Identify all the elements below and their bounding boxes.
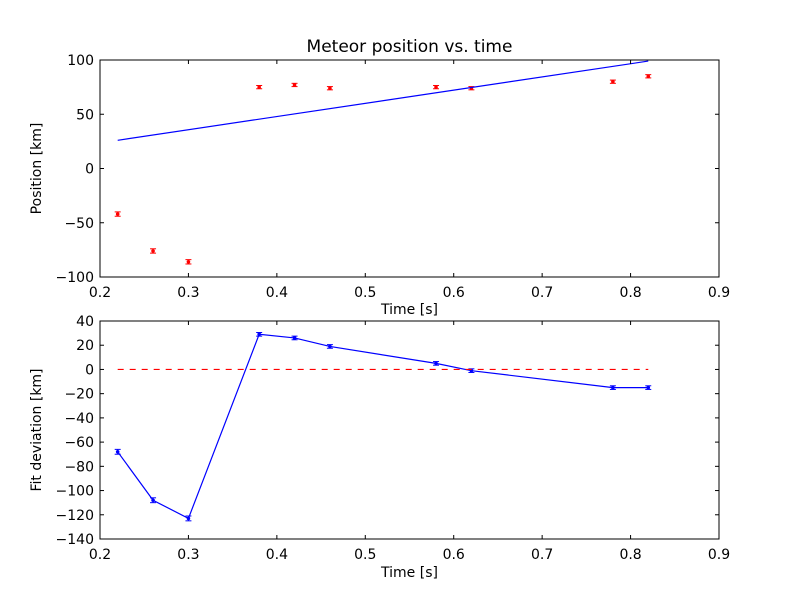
point-marker: [115, 450, 120, 454]
x-tick-label: 0.2: [89, 547, 111, 563]
x-tick-label: 0.6: [443, 285, 465, 301]
y-tick-label: 0: [85, 162, 94, 178]
fit-line: [117, 60, 649, 141]
point-marker: [328, 344, 332, 349]
x-tick-label: 0.4: [266, 285, 288, 301]
y-tick-label: 50: [76, 107, 94, 123]
y-tick-label: −40: [64, 411, 94, 427]
series-group: [114, 60, 652, 265]
point-marker: [328, 86, 332, 91]
x-tick-label: 0.9: [708, 547, 730, 563]
data-point: [645, 74, 652, 79]
data-point: [609, 385, 616, 390]
point-marker: [611, 385, 615, 390]
point-marker: [186, 260, 191, 264]
point-marker: [292, 336, 297, 340]
data-point: [185, 515, 192, 522]
chart-title: Meteor position vs. time: [307, 37, 513, 57]
y-tick-label: −140: [56, 532, 94, 548]
x-tick-label: 0.6: [443, 547, 465, 563]
deviation-line: [117, 333, 649, 520]
data-point: [185, 259, 192, 265]
point-marker: [292, 83, 297, 87]
plot-frame: [99, 320, 720, 540]
y-tick-label: 40: [76, 314, 94, 330]
data-point: [114, 211, 121, 217]
data-point: [150, 248, 157, 254]
point-marker: [257, 332, 261, 337]
x-tick-label: 0.2: [89, 285, 111, 301]
y-axis-label: Fit deviation [km]: [29, 368, 45, 491]
y-tick-label: −20: [64, 387, 94, 403]
data-point: [150, 497, 157, 504]
x-tick-label: 0.8: [619, 285, 641, 301]
y-tick-label: 100: [67, 53, 94, 69]
point-marker: [434, 85, 438, 89]
point-marker: [151, 249, 155, 253]
point-marker: [434, 361, 438, 366]
x-tick-label: 0.5: [354, 547, 376, 563]
position-plot: 0.2 0.3 0.4 0.5 0.6 0.7 0.8 0.9 −100 −50 0 50 100 Met…: [29, 37, 730, 318]
plot-area: [100, 60, 719, 277]
point-marker: [151, 498, 155, 503]
y-tick-label: −50: [64, 216, 94, 232]
x-tick-label: 0.7: [531, 547, 553, 563]
data-point: [114, 448, 121, 455]
point-marker: [115, 212, 120, 216]
data-point: [291, 82, 298, 88]
data-point: [256, 84, 263, 90]
point-marker: [257, 85, 261, 89]
data-point: [326, 344, 333, 349]
y-tick-label: −80: [64, 459, 94, 475]
y-axis-label: Position [km]: [29, 123, 45, 215]
plot-area: [100, 321, 719, 539]
data-point: [609, 79, 616, 84]
data-point: [256, 332, 263, 337]
data-point: [433, 361, 440, 366]
data-point: [291, 335, 298, 341]
x-tick-label: 0.3: [177, 285, 199, 301]
data-point: [433, 84, 440, 90]
y-tick-label: −120: [56, 508, 94, 524]
x-tick-label: 0.5: [354, 285, 376, 301]
series-group: [114, 332, 652, 522]
x-tick-label: 0.4: [266, 547, 288, 563]
y-tick-label: −100: [56, 270, 94, 286]
point-marker: [186, 516, 191, 521]
y-tick-label: 20: [76, 338, 94, 354]
x-tick-label: 0.8: [619, 547, 641, 563]
y-tick-label: −100: [56, 484, 94, 500]
x-tick-label: 0.9: [708, 285, 730, 301]
point-marker: [646, 385, 651, 390]
x-tick-label: 0.7: [531, 285, 553, 301]
deviation-plot: 0.2 0.3 0.4 0.5 0.6 0.7 0.8 0.9 −140 −120 −100 −80 −…: [29, 314, 730, 581]
data-point: [645, 385, 652, 390]
point-marker: [646, 74, 651, 79]
data-point: [326, 86, 333, 91]
x-axis-label: Time [s]: [380, 302, 438, 318]
y-tick-label: 0: [85, 362, 94, 378]
x-tick-label: 0.3: [177, 547, 199, 563]
x-axis-label: Time [s]: [380, 565, 438, 581]
point-marker: [611, 79, 615, 84]
y-tick-label: −60: [64, 435, 94, 451]
